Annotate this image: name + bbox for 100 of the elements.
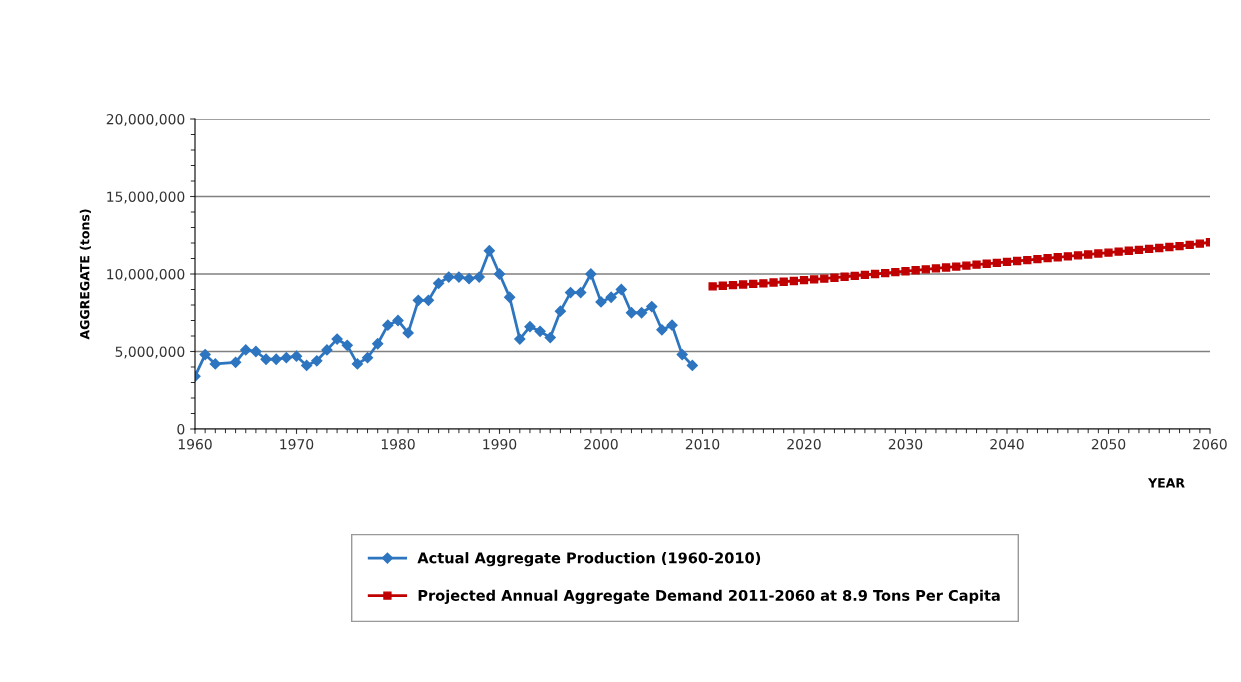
point	[830, 273, 839, 282]
point	[1185, 240, 1194, 250]
point	[534, 325, 546, 337]
point	[1144, 244, 1154, 254]
point	[250, 345, 262, 358]
point	[646, 300, 658, 313]
legend-label: Actual Aggregate Production (1960-2010)	[417, 552, 761, 567]
point	[1195, 239, 1205, 248]
point	[870, 269, 880, 279]
point	[738, 280, 748, 289]
point	[544, 331, 556, 344]
point	[463, 273, 475, 285]
point	[240, 344, 252, 356]
point	[625, 307, 638, 319]
point	[554, 305, 567, 317]
x-tick-label: 2060	[1193, 438, 1227, 450]
point	[789, 276, 799, 286]
point	[1043, 254, 1052, 263]
point	[229, 356, 242, 368]
y-tick-label: 20,000,000	[106, 113, 185, 126]
point	[759, 279, 768, 288]
point	[260, 353, 272, 365]
point	[341, 339, 353, 351]
point	[412, 294, 424, 306]
point	[1073, 251, 1083, 260]
x-tick-label: 2010	[685, 438, 720, 450]
point	[443, 271, 455, 283]
point	[972, 260, 981, 269]
point	[952, 262, 961, 271]
point	[820, 274, 829, 283]
point	[809, 275, 819, 284]
point	[840, 272, 849, 281]
point	[686, 359, 698, 372]
point	[595, 296, 607, 308]
point	[564, 286, 577, 299]
point	[473, 271, 485, 283]
point	[483, 245, 495, 257]
point	[524, 321, 536, 333]
point	[962, 261, 971, 270]
point	[270, 353, 282, 365]
point	[1175, 241, 1184, 251]
point	[901, 267, 910, 276]
point	[301, 359, 313, 372]
point	[615, 283, 627, 296]
point	[605, 291, 617, 303]
x-tick-label: 2000	[584, 438, 618, 450]
point	[635, 307, 648, 319]
point	[769, 278, 778, 287]
legend-label: Projected Annual Aggregate Demand 2011-2060 at 8.9 Tons Per Capita	[418, 589, 1000, 604]
point	[921, 265, 930, 274]
point	[432, 277, 445, 289]
point	[982, 259, 991, 268]
x-tick-label: 2030	[888, 438, 923, 450]
point	[1104, 248, 1113, 257]
point	[331, 333, 343, 345]
point	[351, 358, 364, 370]
x-tick-label: 2050	[1091, 438, 1126, 450]
point	[992, 258, 1002, 268]
point	[453, 271, 465, 283]
point	[941, 263, 951, 272]
point	[321, 344, 333, 356]
point	[585, 268, 597, 280]
point	[860, 270, 870, 280]
point	[850, 271, 859, 281]
point	[656, 324, 668, 336]
point	[402, 327, 414, 339]
point	[575, 286, 587, 299]
point	[708, 282, 717, 291]
point	[728, 280, 738, 290]
point	[676, 348, 688, 361]
point	[881, 268, 890, 278]
y-tick-label: 15,000,000	[107, 191, 185, 204]
point	[311, 355, 323, 367]
point	[361, 352, 374, 364]
x-tick-label: 1980	[381, 438, 415, 450]
point	[666, 319, 678, 331]
point	[382, 319, 394, 331]
point	[1165, 242, 1174, 252]
point	[799, 276, 809, 285]
y-tick-label: 10,000,000	[107, 268, 185, 281]
point	[199, 348, 211, 361]
y-tick-label: 5,000,000	[115, 346, 185, 359]
point	[1033, 254, 1042, 264]
point	[779, 277, 788, 286]
point	[493, 268, 506, 280]
point	[1053, 253, 1062, 262]
point	[1023, 255, 1032, 265]
point	[1084, 250, 1093, 259]
x-tick-label: 1990	[483, 438, 517, 450]
x-axis-title: YEAR	[1147, 478, 1185, 488]
point	[1155, 243, 1164, 253]
y-tick-label: 0	[177, 423, 185, 435]
point	[290, 350, 303, 362]
point	[931, 264, 941, 273]
point	[1063, 252, 1073, 261]
point	[911, 266, 920, 275]
point	[1012, 256, 1022, 266]
point	[1002, 257, 1012, 267]
point	[372, 338, 384, 350]
point	[209, 358, 221, 370]
